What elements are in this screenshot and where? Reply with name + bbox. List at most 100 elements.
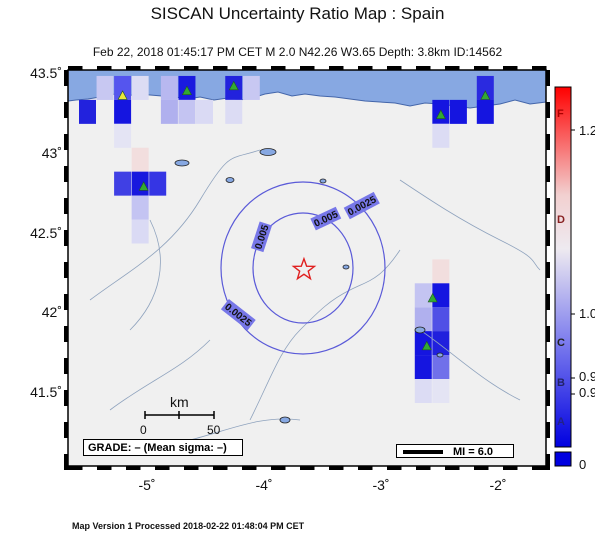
- frame-tick: [546, 390, 550, 406]
- frame-tick: [445, 466, 460, 470]
- station-marker: [117, 90, 128, 100]
- frame-tick: [97, 466, 112, 470]
- uncertainty-cells: [79, 75, 494, 403]
- colorbar-value-0-9a: 0.9: [579, 369, 595, 384]
- frame-tick: [64, 166, 68, 182]
- frame-tick: [546, 454, 550, 470]
- uncertainty-cell: [131, 219, 149, 244]
- uncertainty-cell: [114, 123, 132, 148]
- frame-tick: [358, 66, 373, 70]
- grade-box: GRADE: – (Mean sigma: –): [83, 439, 243, 456]
- station-marker: [480, 90, 491, 100]
- frame-tick: [546, 326, 550, 342]
- frame-tick: [329, 66, 344, 70]
- colorbar-letter-d: D: [557, 214, 565, 226]
- frame-tick: [546, 422, 550, 438]
- frame-tick: [416, 466, 431, 470]
- mi-bar: [403, 450, 443, 454]
- contour-inner: [252, 212, 354, 324]
- contour-outer: [220, 181, 386, 355]
- lon-label-3: -3˚: [372, 477, 390, 493]
- uncertainty-cell: [414, 379, 432, 403]
- colorbar-value-1-0: 1.0: [579, 306, 595, 321]
- scale-title: km: [170, 394, 189, 410]
- colorbar-value-0: 0: [579, 457, 587, 472]
- lat-label-41-5: 41.5˚: [30, 384, 62, 400]
- frame-tick: [64, 294, 68, 310]
- colorbar-gradient: [554, 86, 572, 448]
- frame-tick: [64, 358, 68, 374]
- uncertainty-cell: [432, 331, 450, 356]
- lat-label-43: 43˚: [41, 145, 62, 161]
- frame-tick: [358, 466, 373, 470]
- lat-label-42-5: 42.5˚: [30, 225, 62, 241]
- scale-zero: 0: [140, 423, 147, 437]
- uncertainty-cell: [242, 75, 260, 100]
- colorbar-value-1-2: 1.2: [579, 123, 595, 138]
- frame-tick: [532, 66, 547, 70]
- frame-tick: [546, 294, 550, 310]
- uncertainty-cell: [149, 171, 167, 196]
- frame-tick: [546, 262, 550, 278]
- frame-tick: [300, 466, 315, 470]
- frame-tick: [126, 466, 141, 470]
- uncertainty-cell: [414, 283, 432, 308]
- frame-tick: [532, 466, 547, 470]
- frame-tick: [546, 198, 550, 214]
- frame-tick: [64, 102, 68, 118]
- mi-label: MI = 6.0: [453, 446, 494, 458]
- frame-tick: [546, 166, 550, 182]
- frame-tick: [64, 390, 68, 406]
- colorbar-letter-b: B: [557, 377, 565, 389]
- frame-tick: [271, 66, 286, 70]
- uncertainty-cell: [432, 379, 450, 403]
- frame-tick: [503, 466, 518, 470]
- lat-label-42: 42˚: [41, 304, 62, 320]
- uncertainty-cell: [131, 147, 149, 172]
- colorbar-letter-a: A: [557, 416, 565, 428]
- frame-tick: [126, 66, 141, 70]
- contours: [220, 181, 386, 355]
- frame-tick: [213, 66, 228, 70]
- lat-label-43-5: 43.5˚: [30, 65, 62, 81]
- map-footer: Map Version 1 Processed 2018-02-22 01:48…: [72, 521, 305, 531]
- rivers: [89, 149, 541, 441]
- scale-bar: [144, 411, 215, 419]
- uncertainty-cell: [131, 75, 149, 100]
- station-marker: [138, 181, 149, 191]
- colorbar-ticks: [571, 129, 575, 395]
- uncertainty-cell: [160, 99, 178, 124]
- station-marker: [181, 85, 192, 95]
- frame-tick: [300, 66, 315, 70]
- station-marker: [421, 340, 432, 351]
- event-subtitle: Feb 22, 2018 01:45:17 PM CET M 2.0 N42.2…: [92, 45, 503, 59]
- frame-tick: [64, 454, 68, 470]
- uncertainty-cell: [476, 99, 494, 124]
- frame-tick: [387, 466, 402, 470]
- colorbar-value-0-9b: 0.9: [579, 385, 595, 400]
- frame-tick: [64, 70, 68, 86]
- mi-legend: MI = 6.0: [396, 444, 514, 458]
- frame-tick: [155, 66, 170, 70]
- uncertainty-cell: [414, 307, 432, 332]
- uncertainty-cell: [114, 171, 132, 196]
- uncertainty-cell: [432, 307, 450, 332]
- frame-tick: [474, 66, 489, 70]
- stations: [117, 80, 491, 351]
- frame-tick: [68, 466, 83, 470]
- frame-tick: [64, 326, 68, 342]
- station-marker: [427, 292, 438, 303]
- frame-tick: [329, 466, 344, 470]
- station-marker: [228, 80, 239, 91]
- frame-tick: [242, 466, 257, 470]
- land-area: [68, 70, 546, 466]
- frame-tick: [242, 66, 257, 70]
- uncertainty-cell: [432, 123, 450, 148]
- frame-tick: [213, 466, 228, 470]
- frame-tick: [474, 466, 489, 470]
- uncertainty-cell: [414, 355, 432, 380]
- frame-tick: [503, 66, 518, 70]
- uncertainty-cell: [449, 99, 467, 124]
